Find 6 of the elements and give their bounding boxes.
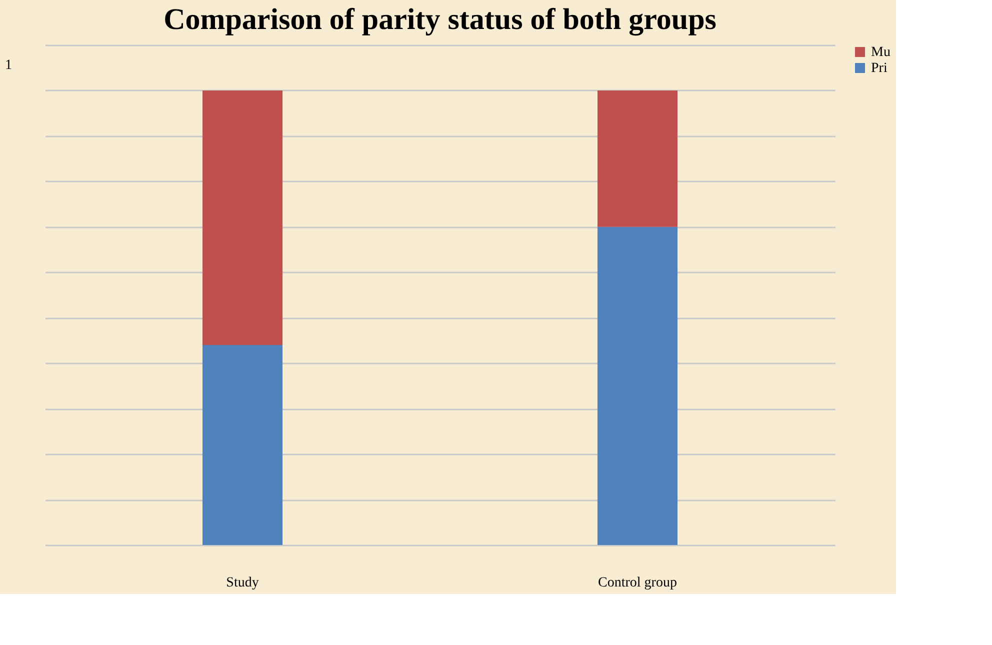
- legend-label: Mu: [871, 45, 890, 60]
- x-tick-label: Control group: [598, 576, 677, 590]
- legend-label: Pri: [871, 61, 888, 76]
- x-tick-label: Study: [226, 576, 259, 590]
- chart-title: Comparison of parity status of both groups: [164, 3, 716, 36]
- text: 1: [5, 58, 12, 73]
